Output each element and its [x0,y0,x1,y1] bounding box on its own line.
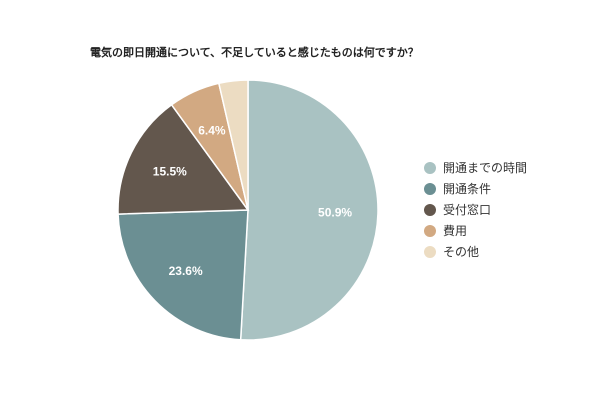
legend-label: 開通までの時間 [443,161,528,175]
legend-label: その他 [443,245,480,259]
pie-slices [117,79,379,341]
chart-title: 電気の即日開通について、不足していると感じたものは何ですか？ [90,46,419,59]
slice-value-label-4: 6.4% [198,124,226,138]
legend-item-1: 開通までの時間 [424,157,527,178]
slice-value-label-2: 23.6% [169,264,203,278]
pie-slice-5 [217,79,249,211]
pie-slice-3 [117,103,250,215]
legend-label: 費用 [443,224,468,238]
legend-label: 開通条件 [443,182,492,196]
pie-data-labels: 50.9% 23.6% 15.5% 6.4% [153,124,353,278]
legend-swatch [424,203,436,216]
legend-item-2: 開通条件 [424,178,527,199]
legend-item-5: その他 [424,241,527,262]
legend-swatch [424,182,436,195]
legend-label: 受付窓口 [443,203,492,217]
pie-slice-1 [239,79,379,341]
legend-item-4: 費用 [424,220,527,241]
legend-swatch [424,245,436,258]
chart-legend: 開通までの時間 開通条件受付窓口費用その他 [424,157,527,262]
slice-value-label-3: 15.5% [153,165,187,179]
legend-swatch [424,224,436,237]
legend-swatch [424,161,436,174]
pie-slice-2 [117,209,249,341]
slice-value-label-1: 50.9% [318,205,352,219]
legend-item-3: 受付窓口 [424,199,527,220]
